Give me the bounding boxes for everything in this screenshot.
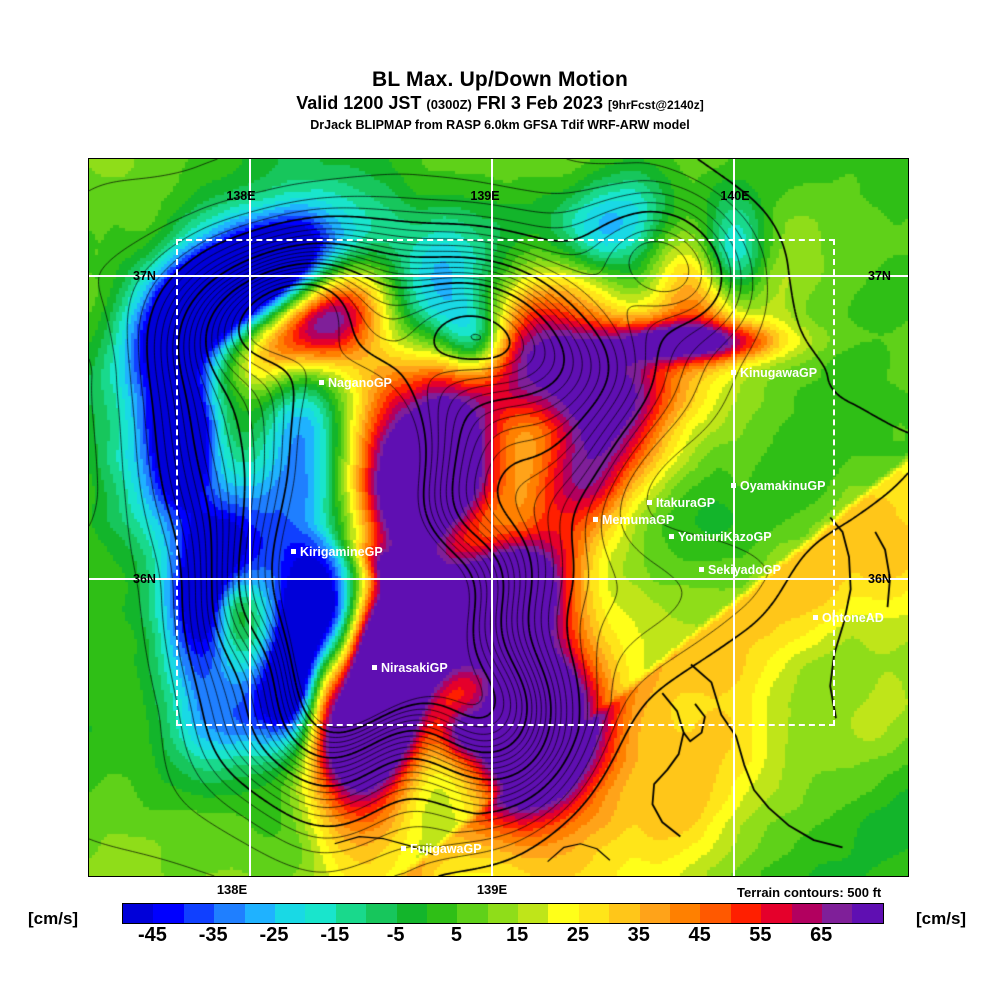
colorbar-band-24 bbox=[852, 904, 883, 923]
station-marker-icon bbox=[669, 534, 674, 539]
station-label: SekiyadoGP bbox=[708, 563, 781, 577]
station-marker-icon bbox=[647, 500, 652, 505]
page-title: BL Max. Up/Down Motion bbox=[372, 68, 628, 91]
colorbar-band-23 bbox=[821, 904, 853, 923]
station-label: KinugawaGP bbox=[740, 366, 818, 380]
station-label: NirasakiGP bbox=[381, 661, 448, 675]
colorbar-band-8 bbox=[366, 904, 397, 923]
colorbar-tick--15: -15 bbox=[320, 924, 350, 946]
colorbar-band-2 bbox=[183, 904, 215, 923]
valid-utc: (0300Z) bbox=[426, 97, 472, 112]
station-kinugawagp[interactable]: KinugawaGP bbox=[731, 367, 817, 379]
colorbar-band-20 bbox=[730, 904, 762, 923]
station-sekiyadogp[interactable]: SekiyadoGP bbox=[699, 564, 781, 576]
gridline-140E bbox=[733, 159, 735, 876]
colorbar-swatches bbox=[122, 903, 884, 924]
label-36N-right: 36N bbox=[868, 572, 891, 586]
station-label: YomiuriKazoGP bbox=[678, 530, 772, 544]
station-nirasakigp[interactable]: NirasakiGP bbox=[372, 662, 448, 674]
colorbar-band-13 bbox=[518, 904, 549, 923]
colorbar-band-7 bbox=[335, 904, 367, 923]
axis-label-138E: 138E bbox=[216, 882, 248, 897]
station-label: MemumaGP bbox=[602, 513, 675, 527]
colorbar-band-6 bbox=[305, 904, 336, 923]
station-label: KirigamineGP bbox=[300, 545, 383, 559]
title-block: BL Max. Up/Down Motion Valid 1200 JST (0… bbox=[0, 68, 1000, 134]
station-marker-icon bbox=[401, 846, 406, 851]
colorbar-tick--45: -45 bbox=[137, 924, 167, 946]
station-label: FujigawaGP bbox=[410, 842, 482, 856]
colorbar-band-0 bbox=[123, 904, 154, 923]
colorbar-tick-65: 65 bbox=[810, 924, 833, 946]
axis-label-139E: 139E bbox=[476, 882, 508, 897]
colorbar-tick-5: 5 bbox=[450, 924, 462, 946]
valid-date: FRI 3 Feb 2023 bbox=[476, 93, 603, 113]
gridline-36N bbox=[89, 578, 908, 580]
colorbar-band-12 bbox=[487, 904, 519, 923]
label-37N-right: 37N bbox=[868, 269, 891, 283]
colorbar-band-18 bbox=[670, 904, 701, 923]
colorbar-band-19 bbox=[700, 904, 731, 923]
label-36N-left: 36N bbox=[133, 572, 156, 586]
colorbar-tick--25: -25 bbox=[259, 924, 289, 946]
station-label: NaganoGP bbox=[328, 376, 392, 390]
colorbar-band-9 bbox=[396, 904, 427, 923]
colorbar-band-21 bbox=[761, 904, 792, 923]
colorbar-tick--5: -5 bbox=[386, 924, 405, 946]
station-itakuragp[interactable]: ItakuraGP bbox=[647, 497, 715, 509]
station-marker-icon bbox=[731, 483, 736, 488]
station-marker-icon bbox=[291, 549, 296, 554]
colorbar-band-17 bbox=[639, 904, 671, 923]
station-label: OhtoneAD bbox=[822, 611, 884, 625]
colorbar-tick-45: 45 bbox=[688, 924, 711, 946]
station-naganogp[interactable]: NaganoGP bbox=[319, 377, 392, 389]
forecast-tag: [9hrFcst@2140z] bbox=[607, 98, 704, 112]
station-marker-icon bbox=[731, 370, 736, 375]
valid-prefix: Valid 1200 JST bbox=[296, 93, 422, 113]
station-marker-icon bbox=[813, 615, 818, 620]
colorbar-unit-left: [cm/s] bbox=[28, 909, 79, 928]
station-oyamakinugp[interactable]: OyamakinuGP bbox=[731, 480, 825, 492]
vertical-motion-field bbox=[89, 159, 908, 876]
terrain-contour-note: Terrain contours: 500 ft bbox=[737, 885, 882, 900]
colorbar-tick-35: 35 bbox=[627, 924, 650, 946]
colorbar-band-16 bbox=[609, 904, 640, 923]
gridline-37N bbox=[89, 275, 908, 277]
colorbar-band-11 bbox=[457, 904, 488, 923]
station-marker-icon bbox=[319, 380, 324, 385]
station-marker-icon bbox=[372, 665, 377, 670]
station-ohtonead[interactable]: OhtoneAD bbox=[813, 612, 884, 624]
model-line: DrJack BLIPMAP from RASP 6.0km GFSA Tdif… bbox=[310, 118, 690, 132]
station-label: ItakuraGP bbox=[656, 496, 716, 510]
valid-time-line: Valid 1200 JST (0300Z) FRI 3 Feb 2023 [9… bbox=[0, 92, 1000, 116]
colorbar-band-10 bbox=[426, 904, 458, 923]
station-fujigawagp[interactable]: FujigawaGP bbox=[401, 843, 482, 855]
colorbar-tick-25: 25 bbox=[566, 924, 590, 946]
station-yomiurikazogp[interactable]: YomiuriKazoGP bbox=[669, 531, 772, 543]
colorbar-band-4 bbox=[244, 904, 275, 923]
colorbar-band-14 bbox=[548, 904, 579, 923]
colorbar-tick-55: 55 bbox=[749, 924, 772, 946]
station-kirigaminegp[interactable]: KirigamineGP bbox=[291, 546, 383, 558]
colorbar-band-1 bbox=[153, 904, 184, 923]
colorbar-band-5 bbox=[274, 904, 306, 923]
colorbar-tick--35: -35 bbox=[198, 924, 228, 946]
label-138E-top: 138E bbox=[226, 189, 256, 203]
colorbar: [cm/s] [cm/s] -45 -35 -25 -15 -5 5 15 25 35 45 55 6… bbox=[0, 903, 1000, 953]
station-marker-icon bbox=[699, 567, 704, 572]
gridline-138E bbox=[249, 159, 251, 876]
colorbar-tick-15: 15 bbox=[506, 924, 529, 946]
gridline-139E bbox=[491, 159, 493, 876]
colorbar-unit-right: [cm/s] bbox=[916, 909, 967, 928]
station-label: OyamakinuGP bbox=[740, 479, 826, 493]
label-139E-top: 139E bbox=[470, 189, 500, 203]
map-plot-area[interactable]: 138E 139E 140E 37N 37N 36N 36N NaganoGP K… bbox=[88, 158, 909, 877]
colorbar-band-3 bbox=[214, 904, 245, 923]
label-37N-left: 37N bbox=[133, 269, 156, 283]
label-140E-top: 140E bbox=[720, 189, 750, 203]
station-marker-icon bbox=[593, 517, 598, 522]
station-memumagp[interactable]: MemumaGP bbox=[593, 514, 674, 526]
colorbar-band-15 bbox=[578, 904, 610, 923]
colorbar-band-22 bbox=[791, 904, 822, 923]
